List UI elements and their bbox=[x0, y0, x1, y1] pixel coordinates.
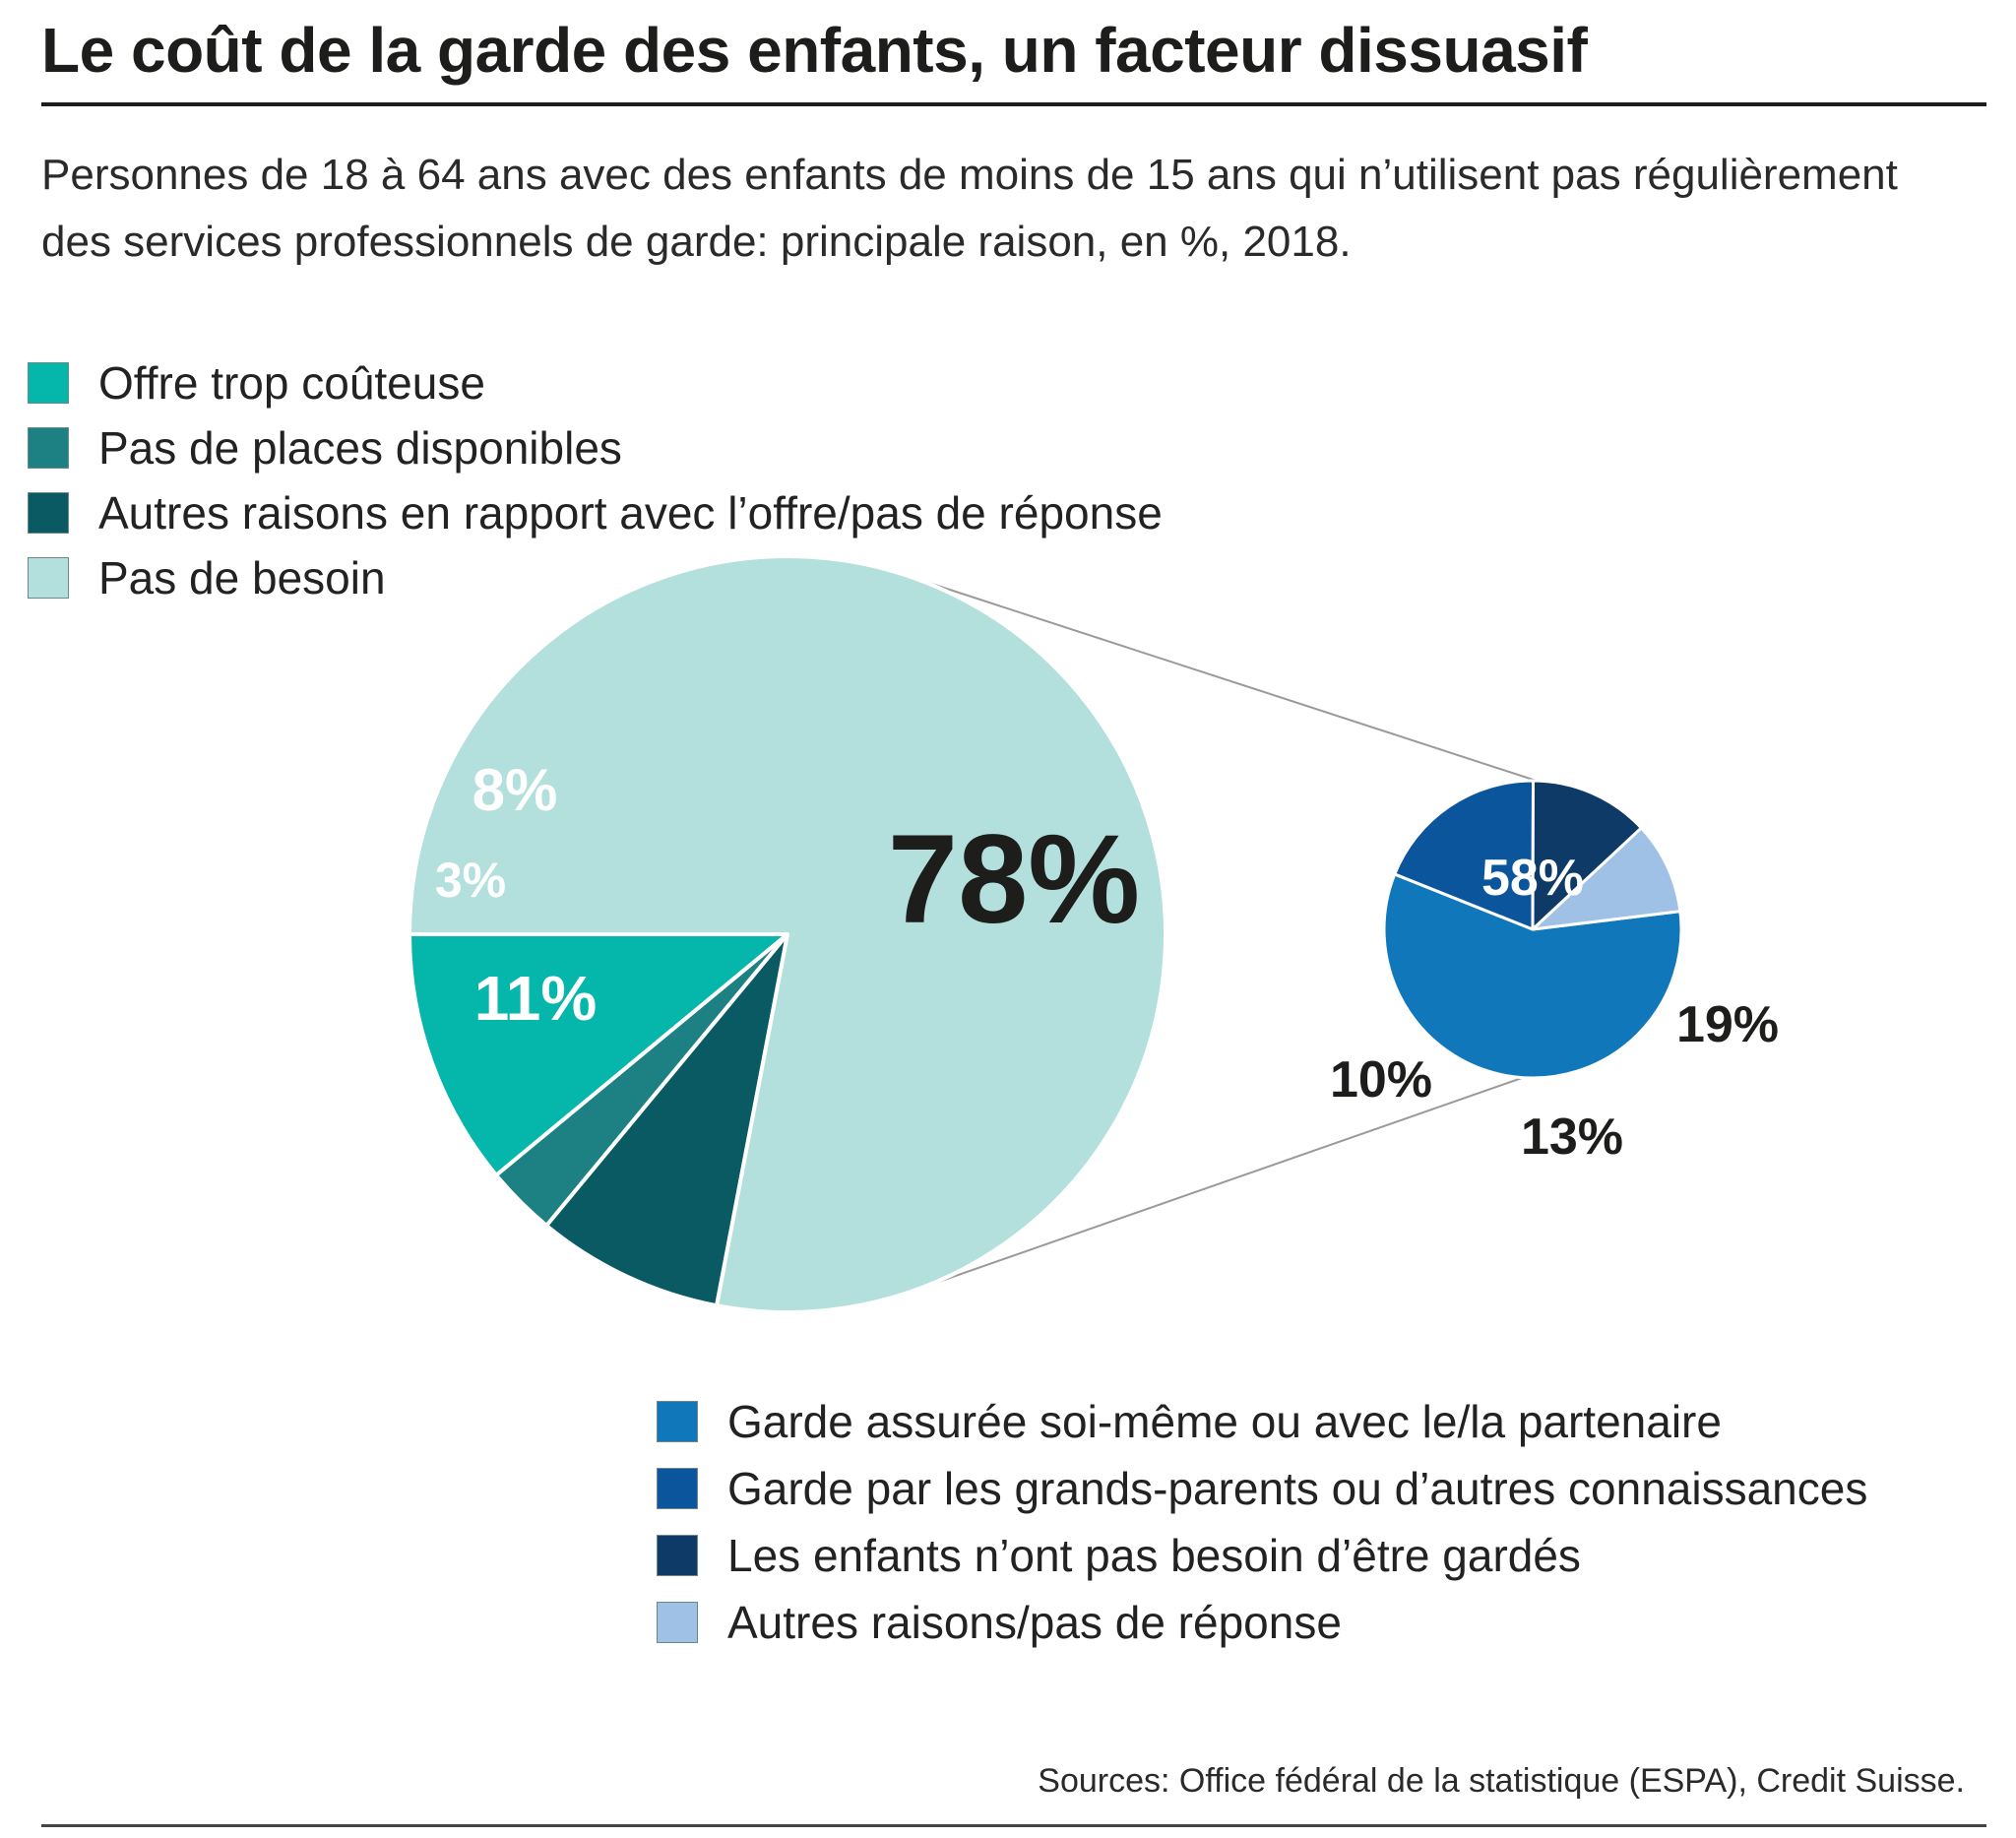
pie-slice bbox=[408, 554, 1167, 1314]
breakdown-pie-legend: Garde assurée soi-même ou avec le/la par… bbox=[657, 1388, 1867, 1656]
connector-line-bottom bbox=[910, 1077, 1523, 1293]
slice-label: 58% bbox=[1481, 850, 1584, 907]
legend-swatch bbox=[28, 427, 69, 469]
slice-label: 11% bbox=[474, 963, 598, 1034]
slice-label: 3% bbox=[435, 853, 506, 908]
footer-divider bbox=[41, 1824, 1986, 1827]
legend-swatch bbox=[657, 1535, 698, 1576]
legend-item: Offre trop coûteuse bbox=[28, 350, 1163, 415]
chart-subtitle: Personnes de 18 à 64 ans avec des enfant… bbox=[41, 151, 1898, 266]
pie-slice bbox=[1531, 779, 1643, 931]
legend-swatch bbox=[657, 1468, 698, 1509]
legend-swatch bbox=[657, 1401, 698, 1442]
title-divider bbox=[41, 102, 1986, 106]
legend-item: Garde assurée soi-même ou avec le/la par… bbox=[657, 1388, 1867, 1455]
pie-slice bbox=[544, 932, 789, 1308]
chart-title: Le coût de la garde des enfants, un fact… bbox=[41, 15, 1588, 86]
slice-label: 13% bbox=[1521, 1109, 1623, 1166]
slice-label: 10% bbox=[1330, 1051, 1432, 1109]
legend-swatch bbox=[28, 362, 69, 404]
main-pie-legend: Offre trop coûteuse Pas de places dispon… bbox=[28, 350, 1163, 610]
legend-label: Garde assurée soi-même ou avec le/la par… bbox=[727, 1396, 1722, 1447]
legend-item: Autres raisons en rapport avec l’offre/p… bbox=[28, 480, 1163, 545]
pie-slice bbox=[1531, 826, 1682, 931]
legend-swatch bbox=[28, 492, 69, 534]
legend-item: Autres raisons/pas de réponse bbox=[657, 1589, 1867, 1656]
legend-label: Autres raisons/pas de réponse bbox=[727, 1597, 1342, 1648]
legend-label: Offre trop coûteuse bbox=[98, 357, 485, 409]
slice-label: 78% bbox=[888, 809, 1140, 950]
pie-slice bbox=[1382, 872, 1683, 1080]
legend-item: Les enfants n’ont pas besoin d’être gard… bbox=[657, 1522, 1867, 1589]
legend-label: Les enfants n’ont pas besoin d’être gard… bbox=[727, 1530, 1581, 1581]
legend-label: Pas de places disponibles bbox=[98, 422, 622, 474]
legend-swatch bbox=[657, 1602, 698, 1643]
legend-label: Garde par les grands-parents ou d’autres… bbox=[727, 1463, 1868, 1514]
legend-item: Pas de places disponibles bbox=[28, 415, 1163, 480]
legend-item: Pas de besoin bbox=[28, 545, 1163, 610]
legend-item: Garde par les grands-parents ou d’autres… bbox=[657, 1455, 1867, 1522]
source-note: Sources: Office fédéral de la statistiqu… bbox=[1038, 1762, 1965, 1800]
pie-slice bbox=[408, 932, 789, 1177]
legend-swatch bbox=[28, 557, 69, 599]
slice-label: 8% bbox=[472, 757, 558, 823]
pie-slice bbox=[1393, 779, 1536, 931]
legend-label: Pas de besoin bbox=[98, 552, 386, 603]
legend-label: Autres raisons en rapport avec l’offre/p… bbox=[98, 487, 1163, 539]
slice-label: 19% bbox=[1676, 996, 1779, 1053]
connector-line-top bbox=[910, 576, 1552, 787]
